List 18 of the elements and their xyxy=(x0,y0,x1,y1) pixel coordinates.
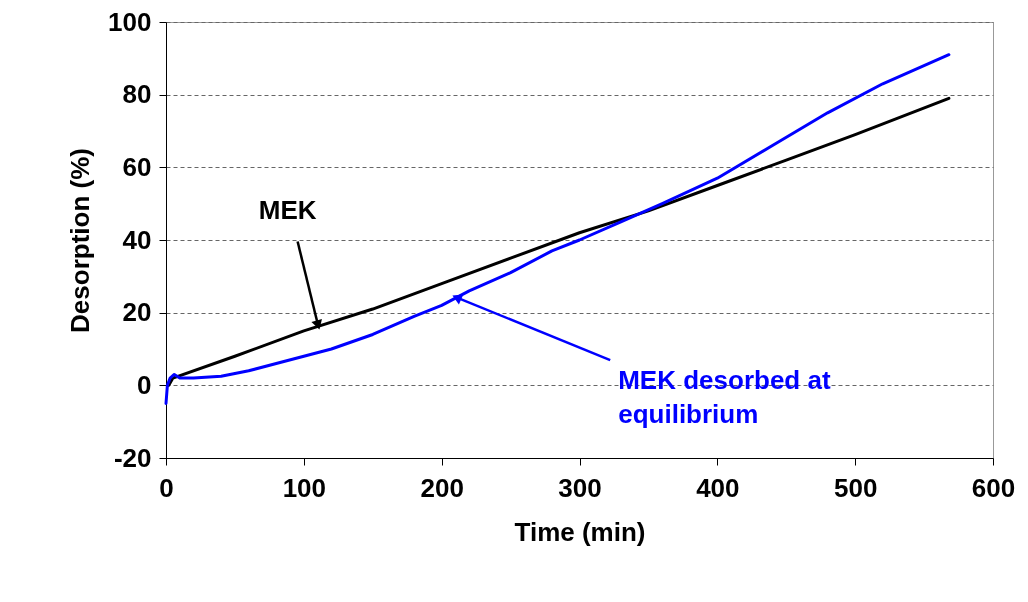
y-tick-label: 40 xyxy=(122,224,152,255)
y-tick-label: 80 xyxy=(122,79,152,110)
annotation: MEK xyxy=(258,194,317,225)
x-tick-label: 200 xyxy=(420,472,464,503)
y-tick-label: -20 xyxy=(113,442,152,473)
x-tick-label: 500 xyxy=(833,472,878,503)
x-tick-label: 0 xyxy=(159,472,174,503)
x-axis-title: Time (min) xyxy=(514,516,646,547)
y-axis-title: Desorption (%) xyxy=(65,148,96,333)
y-tick-label: 100 xyxy=(108,6,152,37)
y-tick-label: 0 xyxy=(137,369,152,400)
y-tick-label: 60 xyxy=(122,151,152,182)
x-tick-label: 400 xyxy=(696,472,740,503)
x-tick-label: 100 xyxy=(282,472,327,503)
y-tick-label: 20 xyxy=(122,297,152,328)
x-tick-label: 300 xyxy=(558,472,602,503)
x-tick-label: 600 xyxy=(971,472,1016,503)
annotation: MEK desorbed at equilibrium xyxy=(618,365,831,430)
